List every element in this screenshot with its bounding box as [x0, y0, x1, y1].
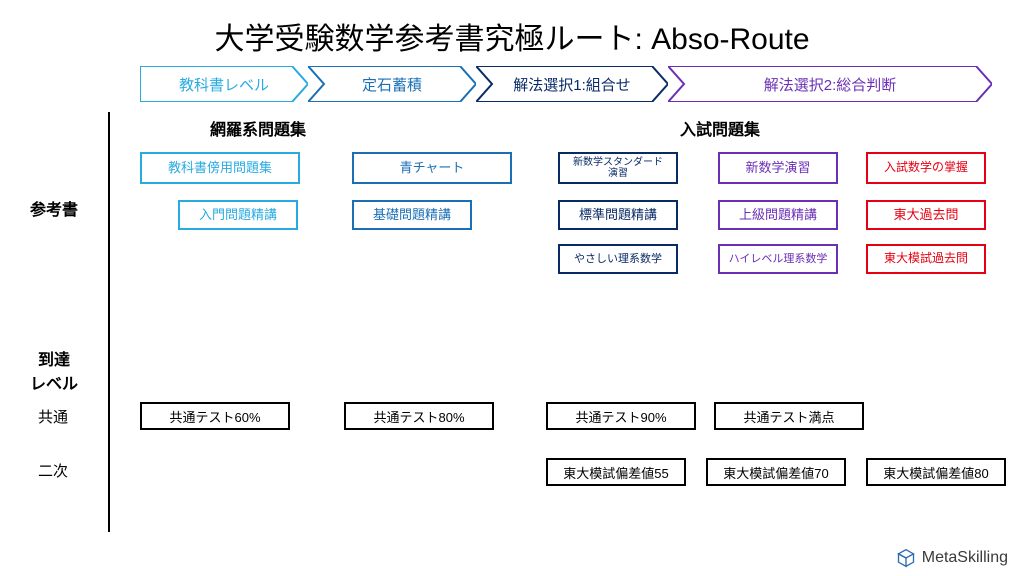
book-box: 新数学演習 [718, 152, 838, 184]
page-title: 大学受験数学参考書究極ルート: Abso-Route [0, 0, 1024, 58]
stage-arrows: 教科書レベル 定石蓄積 解法選択1:組合せ 解法選択2:総合判断 [140, 66, 992, 102]
axis-niji: 二次 [38, 460, 68, 481]
level-box: 共通テスト満点 [714, 402, 864, 430]
stage-arrow: 教科書レベル [140, 66, 308, 102]
stage-label: 教科書レベル [179, 74, 269, 95]
cube-icon [896, 548, 916, 568]
axis-books: 参考書 [14, 196, 94, 220]
stage-label: 定石蓄積 [362, 74, 422, 95]
book-box: 東大過去問 [866, 200, 986, 230]
book-box: ハイレベル理系数学 [718, 244, 838, 274]
axis-divider [108, 112, 110, 532]
level-box: 東大模試偏差値70 [706, 458, 846, 486]
level-box: 東大模試偏差値80 [866, 458, 1006, 486]
book-box: 青チャート [352, 152, 512, 184]
logo: MetaSkilling [896, 548, 1008, 568]
stage-arrow: 定石蓄積 [308, 66, 476, 102]
stage-arrow: 解法選択2:総合判断 [668, 66, 992, 102]
stage-label: 解法選択2:総合判断 [764, 74, 897, 95]
logo-text: MetaSkilling [922, 549, 1008, 567]
book-box: 入門問題精講 [178, 200, 298, 230]
book-box: 東大模試過去問 [866, 244, 986, 274]
level-box: 東大模試偏差値55 [546, 458, 686, 486]
book-box: 基礎問題精講 [352, 200, 472, 230]
book-box: 新数学スタンダード 演習 [558, 152, 678, 184]
section-exam: 入試問題集 [680, 116, 760, 140]
axis-common: 共通 [38, 406, 68, 427]
book-box: 入試数学の掌握 [866, 152, 986, 184]
section-comprehensive: 網羅系問題集 [210, 116, 306, 140]
book-box: 教科書傍用問題集 [140, 152, 300, 184]
book-box: 標準問題精講 [558, 200, 678, 230]
level-box: 共通テスト60% [140, 402, 290, 430]
level-box: 共通テスト90% [546, 402, 696, 430]
stage-label: 解法選択1:組合せ [513, 74, 631, 95]
level-box: 共通テスト80% [344, 402, 494, 430]
axis-level: 到達 レベル [14, 346, 94, 394]
book-box: 上級問題精講 [718, 200, 838, 230]
stage-arrow: 解法選択1:組合せ [476, 66, 668, 102]
book-box: やさしい理系数学 [558, 244, 678, 274]
